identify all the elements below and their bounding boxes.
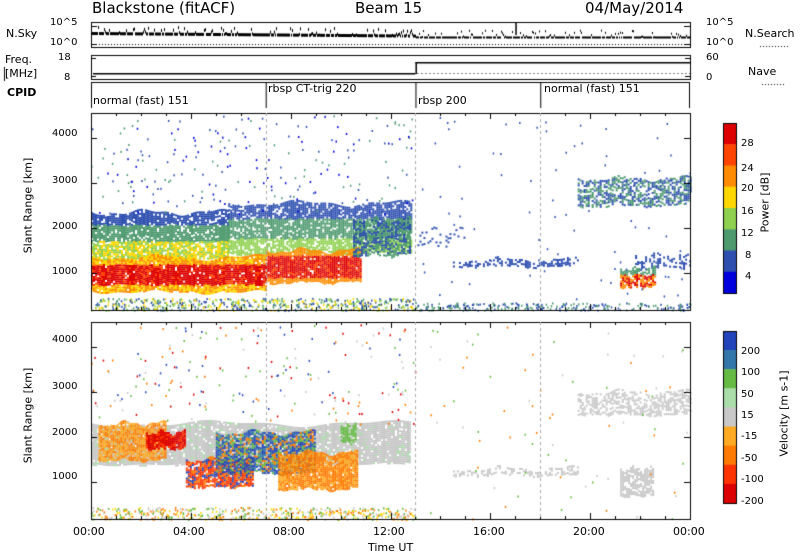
nsearch-tick-lo: 10^0 xyxy=(706,37,734,48)
xtick-label: 04:00 xyxy=(173,525,205,538)
xtick-label: 12:00 xyxy=(373,525,405,538)
xtick-label: 00:00 xyxy=(673,525,705,538)
velocity-ytick: 2000 xyxy=(52,427,78,438)
power-ytick: 4000 xyxy=(52,128,78,139)
velocity-ytick: 4000 xyxy=(52,334,78,345)
cpid-segment-label: rbsp 200 xyxy=(418,94,467,107)
freq-tick-lo: 8 xyxy=(64,72,71,83)
velocity-cbar-tick: 100 xyxy=(741,367,761,378)
velocity-ytick: 3000 xyxy=(52,381,78,392)
power-cbar-tick: 24 xyxy=(741,163,754,174)
velocity-cbar-tick: -50 xyxy=(741,453,758,464)
velocity-cbar-tick: 200 xyxy=(741,346,761,357)
power-cbar-tick: 20 xyxy=(741,183,754,194)
velocity-cbar-tick: 15 xyxy=(741,410,754,421)
date-title: 04/May/2014 xyxy=(585,0,684,17)
station-title: Blackstone (fitACF) xyxy=(92,0,236,17)
beam-title: Beam 15 xyxy=(355,0,423,17)
xaxis-label: Time UT xyxy=(368,541,414,554)
velocity-cbar-tick: 50 xyxy=(741,389,754,400)
velocity-cbar-tick: -100 xyxy=(741,474,764,485)
power-cbar-tick: 8 xyxy=(745,250,752,261)
nave-label: Nave xyxy=(748,65,777,78)
nsearch-label: N.Search xyxy=(745,27,795,40)
velocity-ylabel: Slant Range [km] xyxy=(21,367,35,464)
power-cbar-tick: 4 xyxy=(745,271,752,282)
xtick-label: 00:00 xyxy=(73,525,105,538)
freq-tick-hi: 18 xyxy=(58,52,71,63)
power-cbar-label: Power [dB] xyxy=(758,172,772,233)
xtick-label: 16:00 xyxy=(473,525,505,538)
cpid-label: CPID xyxy=(7,86,37,99)
cpid-segment-label: normal (fast) 151 xyxy=(544,82,640,95)
power-cbar-tick: 12 xyxy=(741,228,754,239)
velocity-cbar-tick: -15 xyxy=(741,431,758,442)
nsky-tick-hi: 10^5 xyxy=(50,17,78,28)
velocity-cbar-label: Velocity [m s-1] xyxy=(777,370,791,457)
power-ytick: 1000 xyxy=(52,266,78,277)
cpid-segment-label: rbsp CT-trig 220 xyxy=(268,82,357,95)
cpid-segment-label: normal (fast) 151 xyxy=(93,94,189,107)
power-ylabel: Slant Range [km] xyxy=(21,157,35,254)
velocity-ytick: 1000 xyxy=(52,471,78,482)
nsky-label: N.Sky xyxy=(6,27,38,40)
xtick-label: 08:00 xyxy=(273,525,305,538)
nave-tick-hi: 60 xyxy=(706,52,719,63)
freq-label: Freq. xyxy=(5,53,33,66)
xtick-label: 20:00 xyxy=(573,525,605,538)
freq-unit: [MHz] xyxy=(5,67,38,80)
power-cbar-tick: 16 xyxy=(741,206,754,217)
power-cbar-tick: 28 xyxy=(741,138,754,149)
velocity-cbar-tick: -200 xyxy=(741,496,764,507)
nave-tick-lo: 0 xyxy=(706,72,713,83)
power-ytick: 2000 xyxy=(52,221,78,232)
power-ytick: 3000 xyxy=(52,175,78,186)
nsky-tick-lo: 10^0 xyxy=(50,37,78,48)
nsearch-tick-hi: 10^5 xyxy=(706,17,734,28)
